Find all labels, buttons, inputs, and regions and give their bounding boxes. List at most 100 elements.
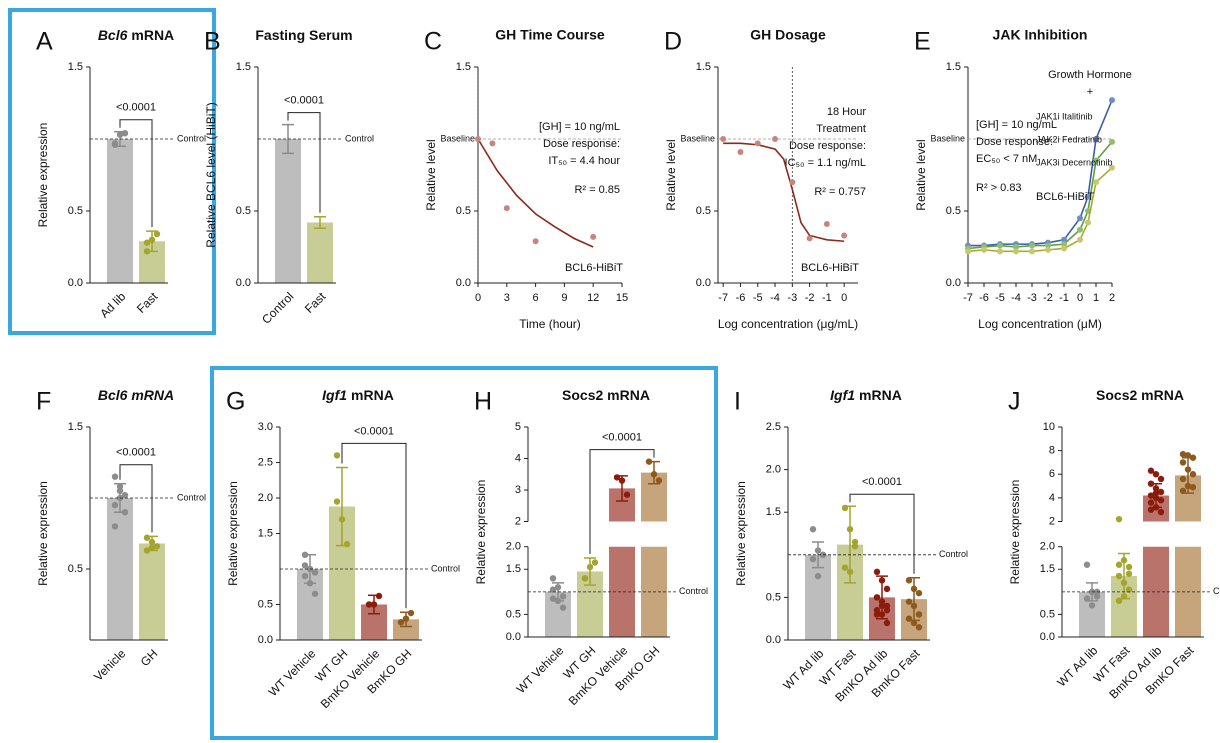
x-tick-label: -6 (979, 292, 989, 304)
error-bar (314, 216, 326, 230)
control-label: Control (431, 563, 460, 573)
x-tick-label: -1 (822, 292, 832, 304)
data-point (1061, 245, 1067, 252)
x-tick-label: 2 (1109, 292, 1115, 304)
data-point (143, 534, 151, 541)
data-point (116, 131, 124, 138)
data-point (905, 615, 913, 622)
data-point (878, 611, 886, 618)
x-tick-label: GH (138, 646, 161, 669)
data-point (1157, 508, 1165, 516)
y-tick-label: 1.5 (696, 61, 711, 73)
data-point (1083, 561, 1091, 568)
data-point (1115, 597, 1123, 605)
y-axis-label: Relative BCL6 level (HiBiT) (204, 102, 218, 247)
data-point (111, 473, 119, 480)
data-point (1093, 593, 1101, 600)
annotation: [GH] = 10 ng/mL (539, 121, 620, 133)
data-point (905, 598, 913, 605)
title-part: Fasting Serum (255, 27, 352, 43)
x-tick-label: -2 (1043, 292, 1053, 304)
y-tick-label: 0.5 (236, 205, 251, 217)
highlight-box (8, 8, 216, 335)
bar (297, 569, 323, 640)
x-tick-label: 0 (841, 292, 847, 304)
data-point (1088, 602, 1096, 609)
y-axis-label: Relative expression (226, 481, 240, 586)
significance-bracket (287, 112, 321, 213)
y-tick-label: 0.5 (68, 563, 83, 575)
data-point (1125, 586, 1133, 593)
data-point (997, 242, 1003, 249)
control-label: Control (1213, 586, 1220, 596)
data-point (1179, 475, 1187, 483)
data-point (586, 563, 594, 571)
data-point (806, 235, 813, 242)
data-point (1179, 450, 1187, 458)
y-tick-label: 2.0 (258, 492, 273, 504)
data-point (809, 526, 817, 533)
data-point (841, 232, 848, 239)
data-point (613, 474, 621, 481)
legend-title: + (1087, 86, 1093, 98)
data-point (306, 580, 314, 587)
data-point (623, 491, 631, 498)
control-label: Control (345, 133, 374, 143)
data-point (489, 140, 496, 147)
p-value: <0.0001 (116, 102, 156, 114)
data-point (116, 483, 124, 490)
x-tick-label: Fast (134, 289, 161, 316)
x-tick-label: Ad lib (97, 289, 128, 320)
data-point (1109, 164, 1115, 171)
x-tick-label: -5 (753, 292, 763, 304)
data-point (549, 575, 557, 582)
y-axis-label: Relative expression (36, 481, 50, 586)
baseline-label: Baseline (930, 133, 965, 143)
y-axis-label: Relative level (664, 139, 678, 210)
data-point (878, 602, 886, 610)
data-point (549, 586, 557, 593)
y-tick-label: 1.5 (506, 563, 521, 575)
data-point (1085, 219, 1091, 226)
control-label: Control (177, 492, 206, 502)
bar (577, 571, 603, 637)
annotation: Treatment (816, 123, 866, 135)
x-tick-label: 1 (1093, 292, 1099, 304)
data-point (153, 230, 161, 238)
y-tick-label: 0.0 (68, 277, 83, 289)
data-point (559, 604, 567, 611)
y-tick-label: 8 (1049, 445, 1055, 457)
data-point (554, 597, 562, 605)
y-tick-label: 0.5 (68, 205, 83, 217)
y-tick-label: 1.5 (68, 61, 83, 73)
panel-letter: J (1008, 388, 1021, 416)
x-tick-label: Vehicle (91, 646, 128, 683)
significance-bracket (589, 449, 655, 554)
data-point (121, 491, 129, 499)
data-point (883, 585, 891, 593)
data-point (789, 179, 796, 186)
panel-title: JAK Inhibition (993, 27, 1088, 43)
panel-letter: F (36, 388, 51, 416)
y-tick-label: 0.0 (696, 277, 711, 289)
bar (609, 488, 635, 637)
data-point (1061, 236, 1067, 243)
p-value: <0.0001 (862, 476, 902, 488)
panel-letter: D (664, 28, 682, 56)
data-point (148, 236, 156, 243)
data-point (1093, 157, 1099, 164)
data-point (910, 619, 918, 627)
error-bar (584, 557, 596, 586)
data-point (1147, 492, 1155, 499)
data-point (1152, 504, 1160, 511)
data-point (1179, 487, 1187, 494)
data-point (333, 452, 341, 459)
data-point (1184, 452, 1192, 459)
title-part: mRNA (351, 387, 394, 403)
y-tick-label: 0.5 (766, 591, 781, 603)
annotation: R² > 0.83 (976, 182, 1022, 194)
fit-curve (477, 138, 594, 248)
y-tick-label: 0.5 (1040, 608, 1055, 620)
x-tick-label: 9 (561, 292, 567, 304)
y-tick-label: 0.0 (456, 277, 471, 289)
